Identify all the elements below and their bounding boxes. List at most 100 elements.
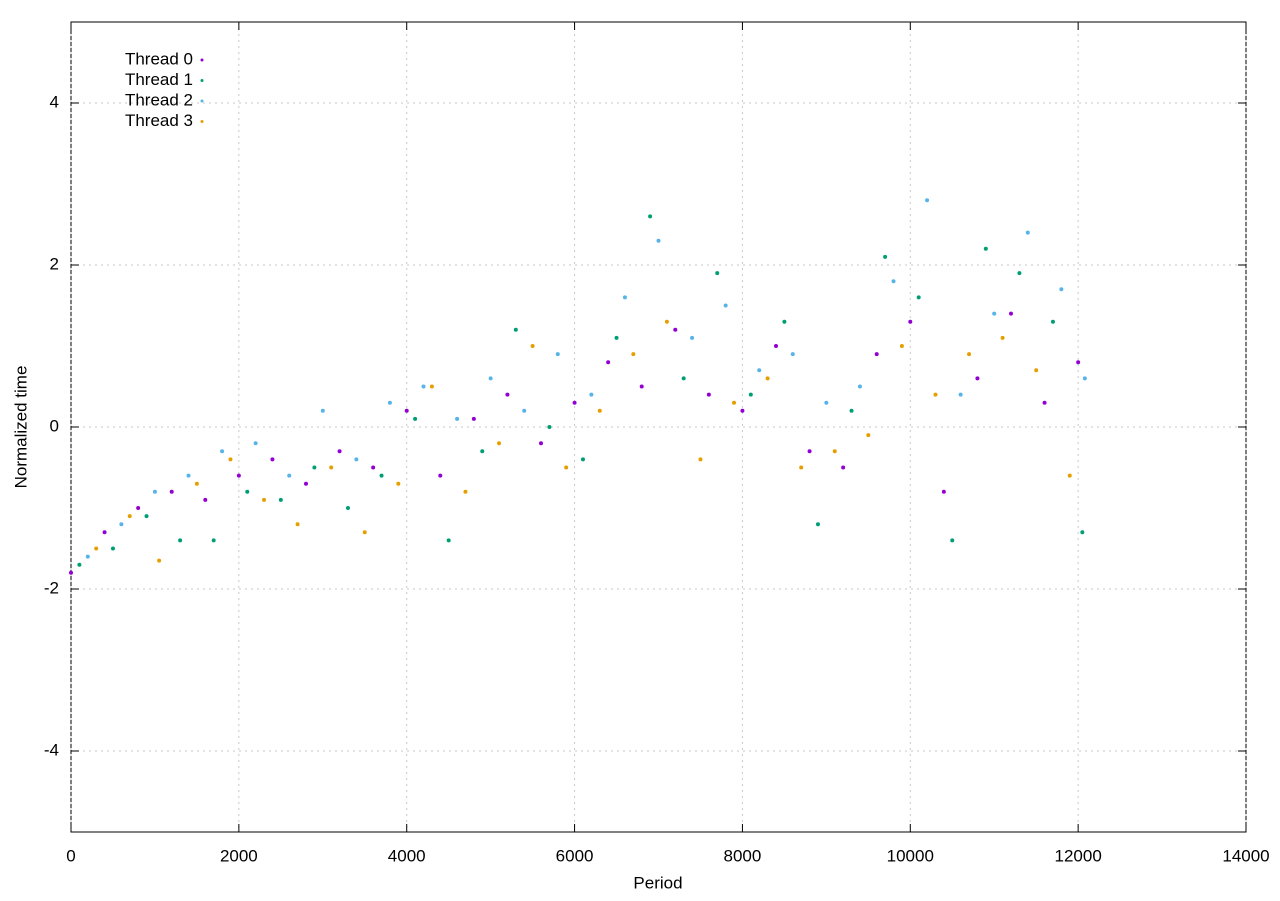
data-point	[539, 441, 543, 446]
data-point	[371, 465, 376, 470]
data-point	[606, 360, 611, 365]
data-point	[715, 271, 720, 276]
data-point	[622, 295, 627, 300]
data-point	[446, 538, 451, 543]
data-point	[757, 368, 762, 373]
data-point	[1067, 473, 1072, 478]
data-point	[799, 465, 804, 470]
data-point	[480, 449, 485, 454]
x-tick-label: 8000	[724, 846, 762, 865]
data-point	[631, 352, 636, 357]
data-point	[589, 392, 594, 397]
data-point	[916, 295, 921, 300]
data-point	[883, 254, 888, 259]
data-point	[782, 319, 787, 324]
data-point	[312, 465, 317, 470]
data-point	[421, 384, 426, 389]
plot-frame	[70, 21, 1247, 833]
data-point	[857, 384, 862, 389]
data-point	[899, 344, 904, 348]
data-point	[1076, 360, 1081, 365]
data-point	[874, 352, 879, 357]
data-point	[85, 554, 90, 559]
data-point	[908, 319, 913, 324]
data-point	[774, 344, 778, 348]
y-tick-label: 2	[50, 254, 59, 273]
data-point	[522, 408, 527, 413]
data-point	[1025, 230, 1030, 235]
data-point	[748, 392, 753, 397]
data-point	[572, 400, 577, 405]
data-point	[429, 384, 434, 389]
x-tick-label: 12000	[1055, 846, 1102, 865]
data-point	[580, 457, 585, 462]
x-tick-label: 0	[66, 846, 75, 865]
data-point	[824, 400, 829, 405]
data-point	[245, 489, 250, 494]
data-point	[463, 489, 468, 494]
data-point	[396, 481, 401, 486]
data-point	[992, 311, 997, 316]
data-point	[983, 246, 988, 251]
data-point	[547, 425, 552, 429]
data-point	[77, 562, 82, 567]
data-point	[127, 514, 132, 519]
data-point	[673, 327, 678, 332]
data-point	[157, 558, 162, 563]
data-point	[690, 335, 695, 340]
data-point	[656, 238, 661, 243]
data-point	[186, 473, 191, 478]
data-point	[413, 416, 418, 421]
data-point	[933, 392, 938, 397]
legend-marker	[200, 79, 204, 82]
data-point	[639, 384, 644, 389]
data-point	[723, 303, 728, 308]
data-point	[295, 522, 300, 527]
data-point	[102, 530, 107, 535]
legend-label: Thread 2	[125, 90, 193, 109]
data-point	[1017, 271, 1022, 276]
data-point	[941, 489, 946, 494]
x-tick-label: 10000	[887, 846, 934, 865]
data-point	[110, 546, 115, 551]
data-point	[1050, 319, 1055, 324]
data-point	[950, 538, 955, 543]
data-point	[471, 416, 476, 421]
data-point	[270, 457, 275, 462]
data-point	[497, 441, 502, 446]
y-tick-label: 4	[50, 92, 59, 111]
data-point	[958, 392, 963, 397]
data-point	[152, 489, 157, 494]
data-point	[1059, 287, 1064, 292]
data-point	[354, 457, 359, 462]
data-point	[664, 319, 669, 324]
x-tick-label: 4000	[388, 846, 426, 865]
data-point	[530, 344, 535, 348]
legend-label: Thread 0	[125, 49, 193, 68]
data-point	[614, 335, 619, 340]
y-tick-label: -2	[44, 578, 59, 597]
legend-marker	[200, 99, 204, 103]
data-point	[967, 352, 972, 357]
data-point	[220, 449, 225, 454]
data-point	[891, 279, 896, 284]
data-point	[807, 449, 812, 454]
data-point	[975, 376, 980, 381]
data-point	[236, 473, 241, 478]
data-point	[455, 416, 460, 421]
data-point	[732, 400, 737, 405]
data-point	[387, 400, 392, 405]
data-point	[849, 408, 854, 413]
data-point	[169, 489, 174, 494]
data-point	[648, 214, 653, 219]
data-point	[1009, 311, 1013, 316]
data-point	[438, 473, 443, 478]
data-point	[329, 465, 334, 470]
data-point	[69, 570, 73, 575]
data-point	[488, 376, 493, 381]
data-point	[262, 497, 267, 502]
x-tick-label: 14000	[1222, 846, 1269, 865]
data-point	[513, 327, 518, 332]
x-tick-label: 2000	[220, 846, 258, 865]
